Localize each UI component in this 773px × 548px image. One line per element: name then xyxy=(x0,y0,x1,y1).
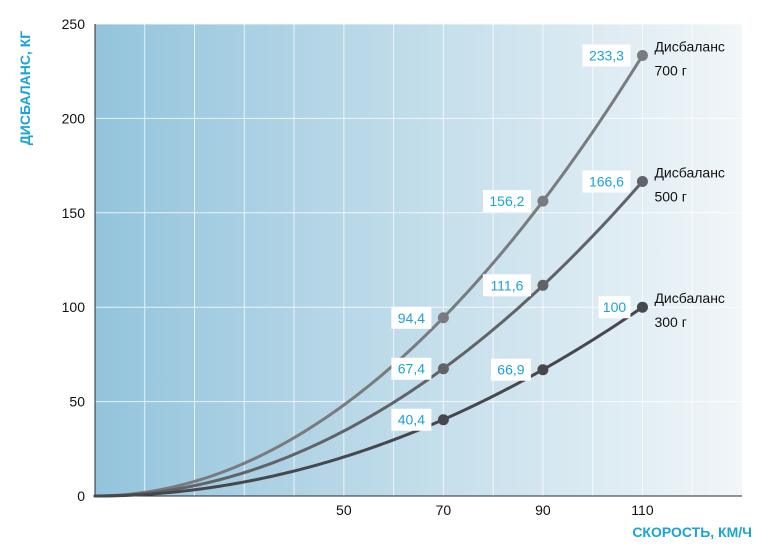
data-point xyxy=(537,364,549,376)
data-point xyxy=(437,312,449,324)
data-label: 66,9 xyxy=(497,362,524,378)
data-point xyxy=(636,301,648,313)
axes xyxy=(94,24,742,497)
data-label-box xyxy=(482,190,531,213)
data-label-box xyxy=(391,306,432,329)
data-label: 111,6 xyxy=(490,277,523,293)
series-name: 300 г xyxy=(654,314,686,330)
data-point xyxy=(636,175,648,187)
data-label: 40,4 xyxy=(398,412,425,428)
y-tick-label: 50 xyxy=(69,394,85,410)
y-axis-title: ДИСБАЛАНС, КГ xyxy=(17,31,33,145)
x-tick-label: 90 xyxy=(535,502,551,518)
data-point xyxy=(437,363,449,375)
data-label: 100 xyxy=(603,299,627,315)
data-label-box xyxy=(391,408,432,431)
x-tick-label: 110 xyxy=(631,502,654,518)
series-name: Дисбаланс xyxy=(654,164,724,180)
series-name: 500 г xyxy=(654,188,686,204)
data-point xyxy=(537,279,549,291)
series-line xyxy=(93,54,644,498)
data-label: 94,4 xyxy=(398,310,425,326)
series-name: Дисбаланс xyxy=(654,39,724,55)
y-tick-label: 150 xyxy=(62,205,86,221)
data-point xyxy=(636,50,648,62)
series-name: 700 г xyxy=(654,63,686,79)
series-curves xyxy=(93,54,644,498)
y-tick-label: 0 xyxy=(77,488,85,504)
data-label-box xyxy=(490,358,531,381)
data-point xyxy=(537,195,549,207)
data-label-box xyxy=(582,44,631,67)
series-names: Дисбаланс 700 г Дисбаланс 500 г Дисбаланс 300… xyxy=(654,39,724,331)
data-label-box xyxy=(598,296,631,319)
data-point xyxy=(437,414,449,426)
tick-labels: 0 50 100 150 200 250 50 70 90 110 xyxy=(62,16,654,518)
x-tick-label: 50 xyxy=(336,502,352,518)
y-tick-label: 100 xyxy=(62,299,86,315)
data-label: 166,6 xyxy=(589,173,624,189)
x-axis-title: СКОРОСТЬ, КМ/Ч xyxy=(632,524,752,540)
series-line xyxy=(93,305,644,498)
series-name: Дисбаланс xyxy=(654,290,724,306)
data-label-box xyxy=(391,357,432,380)
data-label: 233,3 xyxy=(589,48,624,64)
y-tick-label: 250 xyxy=(62,16,86,32)
data-label-box xyxy=(482,274,531,297)
y-tick-label: 200 xyxy=(62,110,86,126)
data-label: 67,4 xyxy=(398,361,425,377)
data-label-box xyxy=(582,170,631,193)
data-labels: 94,4 156,2 233,3 67,4 111,6 166,6 40,4 66,9 100 xyxy=(391,44,631,431)
data-label: 156,2 xyxy=(489,193,524,209)
data-points xyxy=(437,50,648,426)
x-tick-label: 70 xyxy=(436,502,452,518)
series-line xyxy=(93,179,644,498)
